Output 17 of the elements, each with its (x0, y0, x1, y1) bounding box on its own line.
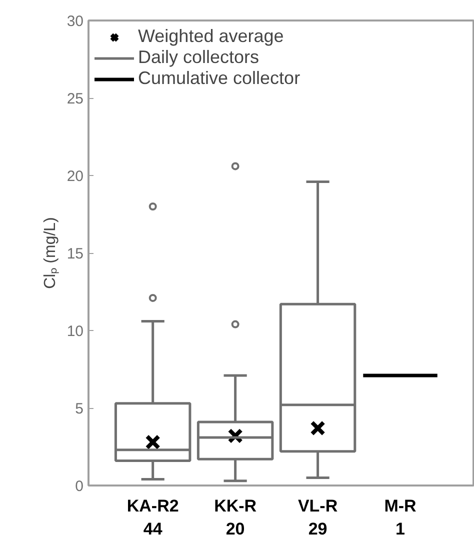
x-tick-label: VL-R 29 (298, 496, 338, 538)
y-tick-label: 5 (75, 400, 84, 418)
y-axis-title: Clₚ (mg/L) (42, 217, 59, 289)
legend-label: Cumulative collector (138, 68, 300, 89)
x-tick-label: KK-R 20 (214, 496, 257, 538)
x-tick-label: KA-R2 44 (126, 496, 179, 538)
y-tick-label: 20 (66, 168, 84, 185)
y-tick-label: 15 (66, 246, 84, 262)
point (145, 434, 160, 450)
y-tick-label: 30 (66, 13, 84, 30)
legend-label: Daily collectors (138, 47, 260, 68)
point (310, 420, 326, 436)
y-tick-label: 10 (66, 323, 84, 340)
y-tick-label: 25 (66, 90, 84, 108)
legend-label: Weighted average (138, 26, 284, 47)
y-tick-label: 0 (75, 478, 84, 495)
x-tick-label: M-R 1 (384, 496, 416, 538)
